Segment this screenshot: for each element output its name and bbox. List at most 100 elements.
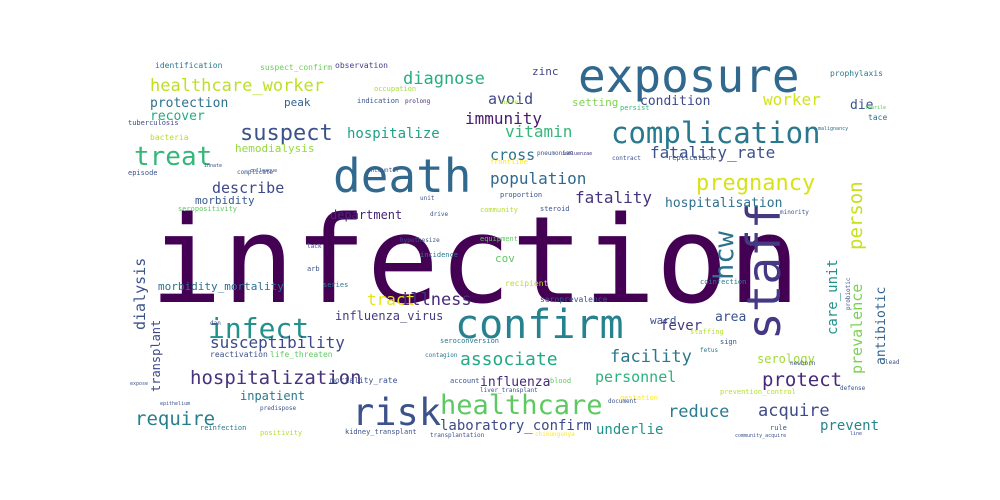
- word-observation: observation: [335, 61, 388, 70]
- word-morbidity-mortality: morbidity_mortality: [158, 280, 284, 293]
- word-innate: innate: [204, 163, 222, 169]
- word-diagnose: diagnose: [403, 69, 485, 89]
- word-hospitalize: hospitalize: [347, 126, 440, 142]
- word-staff: staff: [737, 202, 791, 340]
- word-condition: condition: [640, 94, 710, 109]
- word-hospitalisation: hospitalisation: [665, 196, 782, 211]
- word-expose: expose: [130, 381, 148, 387]
- word-infection: infection: [150, 192, 800, 331]
- word-suffer: suffer: [500, 99, 522, 106]
- word-care-unit: care_unit: [825, 259, 841, 335]
- word-complication: complication: [611, 116, 821, 150]
- word-require: require: [135, 408, 215, 430]
- word-defense: defense: [840, 385, 866, 392]
- word-facility: facility: [610, 347, 692, 367]
- word-population: population: [490, 169, 586, 188]
- word-suspect: suspect: [240, 121, 333, 146]
- word-reduce: reduce: [668, 402, 729, 422]
- word-probiotic: probiotic: [845, 277, 852, 310]
- word-seroprevalence: seroprevalence: [540, 295, 608, 304]
- word-recipient: recipient: [505, 279, 549, 288]
- word-unit: unit: [420, 195, 435, 202]
- word-positivity: positivity: [260, 429, 302, 437]
- word-frontline: frontline: [490, 158, 528, 166]
- word-ward: ward: [650, 314, 677, 327]
- word-zinc: zinc: [532, 65, 559, 78]
- word-epithelium: epithelium: [160, 401, 190, 407]
- word-complicate: complicate: [237, 169, 274, 176]
- word-blood: blood: [550, 377, 571, 385]
- word-occupation: occupation: [374, 85, 416, 93]
- word-cov: cov: [495, 252, 515, 265]
- word-healthcare-worker: healthcare_worker: [150, 76, 324, 96]
- word-recover: recover: [150, 109, 205, 124]
- word-prophylaxis: prophylaxis: [830, 69, 883, 78]
- word-fatality-rate: fatality_rate: [650, 143, 775, 162]
- word-chikungunya: chikungunya: [535, 431, 575, 438]
- word-department: department: [330, 208, 402, 222]
- word-morbidity: morbidity: [195, 194, 255, 207]
- word-document: document: [608, 398, 637, 405]
- word-staffing: staffing: [690, 328, 724, 336]
- word-setting: setting: [572, 96, 618, 109]
- word-pregnancy: pregnancy: [696, 171, 815, 196]
- word-illness: illness: [400, 290, 472, 310]
- word-influenzae: influenzae: [562, 151, 592, 157]
- word-dialysis: dialysis: [131, 258, 149, 330]
- word-pneumoniae: pneumoniae: [537, 150, 574, 157]
- word-tuberculosis: tuberculosis: [128, 119, 179, 127]
- word-fatality: fatality: [575, 188, 652, 207]
- word-steroid: steroid: [540, 205, 570, 213]
- word-sign: sign: [720, 338, 737, 346]
- word-predispose: predispose: [260, 405, 297, 412]
- word-risk: risk: [352, 391, 441, 434]
- word-kidney-transplant: kidney_transplant: [345, 428, 417, 436]
- word-infect: infect: [208, 312, 309, 345]
- word-acquire: acquire: [758, 401, 830, 421]
- word-arb: arb: [307, 265, 320, 273]
- word-describe: describe: [212, 179, 284, 197]
- word-series: series: [323, 281, 348, 289]
- word-rule: rule: [770, 424, 787, 432]
- word-persist: persist: [620, 104, 650, 112]
- word-febrile: febrile: [865, 105, 886, 111]
- word-lack: lack: [307, 243, 322, 250]
- word-influenza: influenza: [480, 375, 550, 390]
- word-worker: worker: [763, 90, 821, 109]
- word-protect: protect: [762, 369, 842, 391]
- word-account: account: [450, 377, 480, 385]
- word-avoid: avoid: [488, 90, 533, 108]
- word-episode: episode: [128, 169, 158, 177]
- word-hcw: hcw: [709, 230, 740, 280]
- word-tace: tace: [868, 113, 887, 122]
- word-coinfection: coinfection: [700, 278, 746, 286]
- word-reactivation: reactivation: [210, 350, 268, 359]
- word-inpatient: inpatient: [240, 389, 305, 403]
- word-prevention-control: prevention_control: [720, 388, 796, 396]
- word-tract: tract: [367, 290, 415, 309]
- word-drive: drive: [430, 211, 448, 218]
- word-liver-transplant: liver_transplant: [480, 387, 538, 394]
- word-susceptibility: susceptibility: [210, 333, 345, 352]
- word-peak: peak: [284, 96, 311, 109]
- word-seropositivity: seropositivity: [178, 205, 237, 213]
- word-contagion: contagion: [425, 352, 458, 359]
- word-contract: contract: [612, 155, 641, 162]
- word-encounter: encounter: [367, 167, 400, 174]
- word-newborn: newborn: [790, 360, 816, 367]
- word-community: community: [480, 206, 518, 214]
- word-life-threaten: life_threaten: [270, 350, 333, 359]
- word-dan: dan: [210, 320, 221, 327]
- word-cross: cross: [490, 146, 535, 164]
- word-antibiotic: antibiotic: [874, 287, 889, 365]
- word-influenza-virus: influenza_virus: [335, 309, 443, 323]
- word-reinfection: reinfection: [200, 424, 246, 432]
- word-bacteria: bacteria: [150, 133, 189, 142]
- word-healthcare: healthcare: [440, 390, 603, 421]
- word-laboratory-confirm: laboratory_confirm: [440, 418, 592, 434]
- word-prevent: prevent: [820, 418, 879, 434]
- word-treat: treat: [134, 142, 212, 172]
- word-person: person: [845, 181, 867, 250]
- word-lead: lead: [885, 359, 900, 366]
- word-prevalence: prevalence: [848, 284, 866, 374]
